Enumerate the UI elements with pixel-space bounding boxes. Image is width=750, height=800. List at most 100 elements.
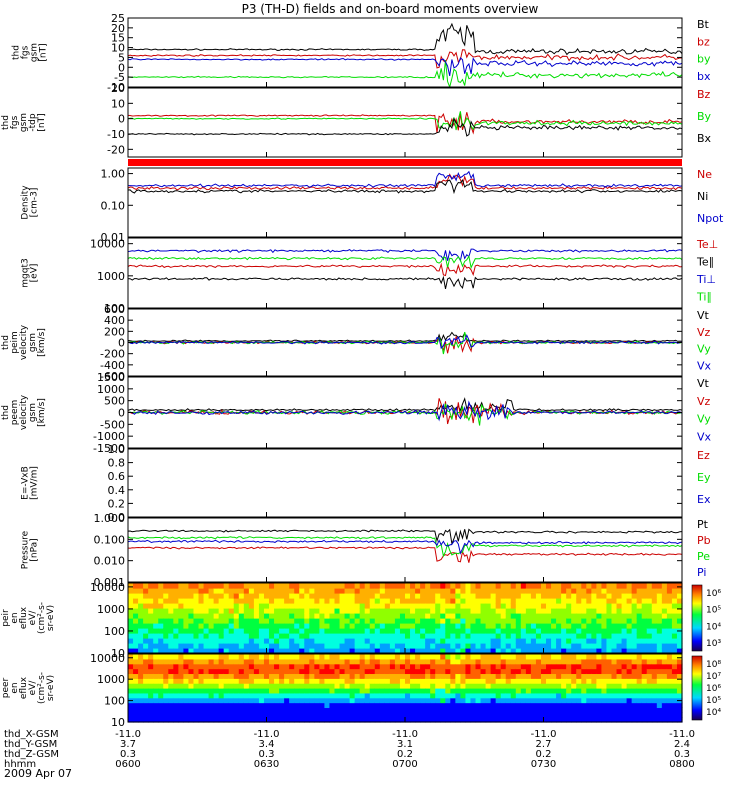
heatmap-cell xyxy=(515,683,522,689)
heatmap-cell xyxy=(153,608,159,614)
heatmap-cell xyxy=(253,618,260,624)
heatmap-cell xyxy=(238,623,245,629)
heatmap-cell xyxy=(566,638,572,644)
heatmap-cell xyxy=(581,613,587,619)
heatmap-cell xyxy=(213,697,220,704)
heatmap-cell xyxy=(581,618,587,624)
heatmap-cell xyxy=(183,588,190,594)
heatmap-cell xyxy=(480,618,487,624)
heatmap-cell xyxy=(450,598,456,604)
heatmap-cell xyxy=(138,583,144,589)
heatmap-cell xyxy=(636,598,643,604)
heatmap-cell xyxy=(460,658,467,665)
y-tick-label: -600 xyxy=(100,370,125,383)
heatmap-cell xyxy=(354,688,361,694)
heatmap-cell xyxy=(183,688,190,694)
heatmap-cell xyxy=(661,663,668,670)
heatmap-cell xyxy=(505,613,512,619)
heatmap-cell xyxy=(364,588,371,594)
heatmap-cell xyxy=(651,717,658,723)
heatmap-cell xyxy=(596,688,603,694)
heatmap-cell xyxy=(304,663,310,670)
heatmap-cell xyxy=(646,638,653,644)
heatmap-cell xyxy=(656,678,663,684)
heatmap-cell xyxy=(596,707,603,713)
heatmap-cell xyxy=(405,608,411,614)
heatmap-cell xyxy=(369,628,376,634)
y-axis-label: (cm²-s- xyxy=(37,672,47,704)
heatmap-cell xyxy=(384,707,391,713)
heatmap-cell xyxy=(405,717,411,723)
heatmap-cell xyxy=(571,712,577,718)
heatmap-cell xyxy=(485,623,492,629)
heatmap-cell xyxy=(299,717,305,723)
legend-entry-Ey: Ey xyxy=(697,471,711,484)
heatmap-cell xyxy=(178,588,184,594)
heatmap-cell xyxy=(535,654,542,660)
heatmap-cell xyxy=(470,707,477,713)
heatmap-cell xyxy=(651,702,658,709)
heatmap-cell xyxy=(656,633,663,639)
heatmap-cell xyxy=(208,678,215,684)
heatmap-cell xyxy=(198,608,205,614)
heatmap-cell xyxy=(621,668,628,675)
heatmap-cell xyxy=(334,663,341,670)
heatmap-cell xyxy=(329,678,336,684)
heatmap-cell xyxy=(314,717,320,723)
heatmap-cell xyxy=(228,598,235,604)
heatmap-cell xyxy=(304,692,310,699)
heatmap-cell xyxy=(445,697,451,704)
heatmap-cell xyxy=(329,583,336,589)
heatmap-cell xyxy=(641,702,648,709)
heatmap-cell xyxy=(440,623,446,629)
heatmap-cell xyxy=(289,603,295,609)
heatmap-cell xyxy=(208,618,215,624)
heatmap-cell xyxy=(384,688,391,694)
heatmap-cell xyxy=(299,648,305,654)
heatmap-cell xyxy=(571,654,577,660)
heatmap-cell xyxy=(576,692,582,699)
heatmap-cell xyxy=(389,678,396,684)
heatmap-cell xyxy=(445,648,451,654)
y-axis-label: [eV] xyxy=(30,264,40,283)
heatmap-cell xyxy=(520,583,527,589)
heatmap-cell xyxy=(173,608,179,614)
heatmap-cell xyxy=(228,593,235,599)
heatmap-cell xyxy=(530,692,537,699)
heatmap-cell xyxy=(540,712,547,718)
heatmap-cell xyxy=(435,633,441,639)
heatmap-cell xyxy=(294,702,300,709)
heatmap-cell xyxy=(258,692,265,699)
heatmap-cell xyxy=(495,697,502,704)
heatmap-cell xyxy=(490,702,497,709)
heatmap-cell xyxy=(218,623,225,629)
heatmap-cell xyxy=(329,717,336,723)
heatmap-cell xyxy=(299,638,305,644)
heatmap-cell xyxy=(520,702,527,709)
heatmap-cell xyxy=(379,654,386,660)
heatmap-cell xyxy=(369,643,376,649)
heatmap-cell xyxy=(213,638,220,644)
heatmap-cell xyxy=(415,692,421,699)
heatmap-cell xyxy=(676,683,683,689)
heatmap-cell xyxy=(566,603,572,609)
heatmap-cell xyxy=(430,658,436,665)
series-line-Vz xyxy=(127,336,683,354)
heatmap-cell xyxy=(359,618,366,624)
heatmap-cell xyxy=(611,638,618,644)
heatmap-cell xyxy=(425,654,431,660)
heatmap-cell xyxy=(435,643,441,649)
heatmap-cell xyxy=(173,688,179,694)
heatmap-cell xyxy=(646,633,653,639)
series-line-Te⊥ xyxy=(127,262,683,277)
heatmap-cell xyxy=(208,697,215,704)
heatmap-cell xyxy=(133,654,139,660)
heatmap-cell xyxy=(500,692,507,699)
heatmap-cell xyxy=(218,618,225,624)
heatmap-cell xyxy=(208,643,215,649)
heatmap-cell xyxy=(394,717,401,723)
heatmap-cell xyxy=(309,717,315,723)
heatmap-cell xyxy=(425,623,431,629)
heatmap-cell xyxy=(274,583,280,589)
heatmap-cell xyxy=(581,697,587,704)
